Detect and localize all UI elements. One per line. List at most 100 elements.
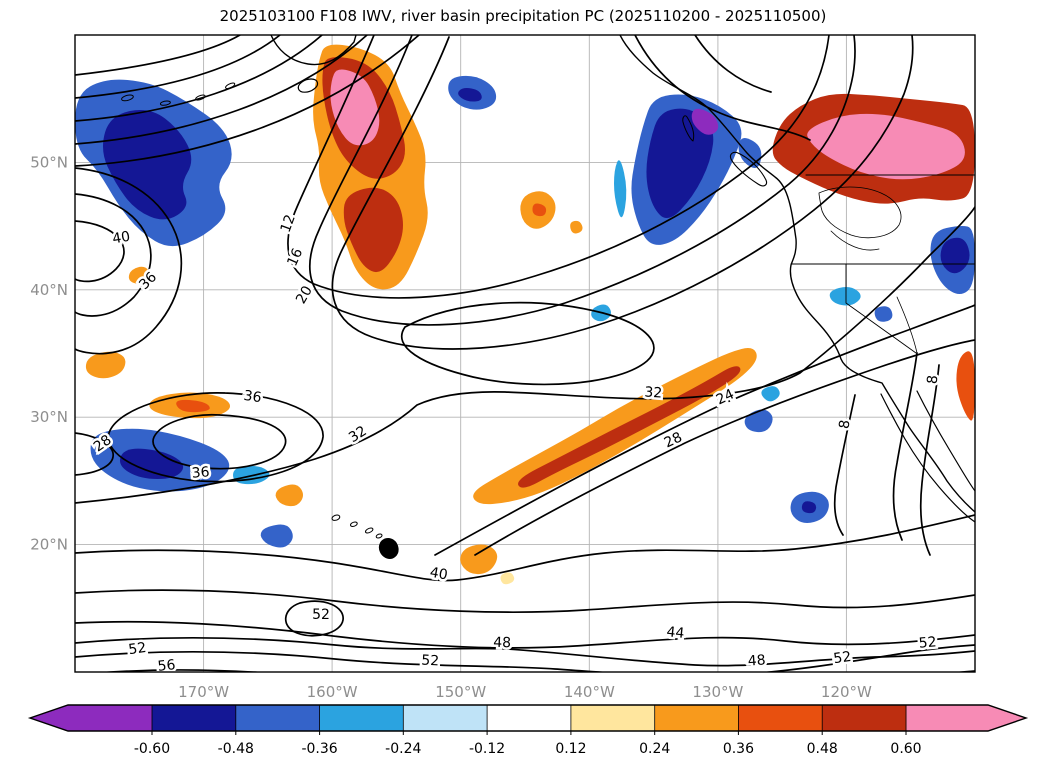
shaded-region-blue [874, 306, 893, 322]
x-tick-label: 160°W [307, 683, 358, 701]
coastline-path [375, 533, 383, 539]
colorbar-over-arrow [906, 705, 1026, 731]
coastline-path [818, 186, 902, 239]
contour-line [75, 35, 281, 99]
x-axis-tick-labels: 170°W 160°W 150°W 140°W 130°W 120°W [178, 683, 872, 701]
shaded-region-cyan [614, 160, 627, 218]
contour-line [400, 301, 655, 386]
shaded-region-blue [744, 409, 773, 433]
shaded-region-orange [570, 220, 583, 234]
shaded-region-red [532, 203, 547, 217]
shaded-region-navy [646, 108, 714, 219]
colorbar-segment [319, 705, 404, 731]
colorbar-tick-label: 0.36 [723, 741, 754, 757]
colorbar-tick-label: -0.36 [301, 741, 337, 757]
colorbar-segment [235, 705, 321, 731]
colorbar-tick-label: 0.48 [807, 741, 838, 757]
contour-label: 52 [833, 649, 853, 667]
contour-line [75, 35, 368, 145]
contour-label: 40 [111, 229, 131, 248]
coastline-path [619, 35, 975, 513]
colorbar-segment [403, 705, 488, 731]
shaded-region-navy [458, 88, 482, 102]
contour-line [152, 413, 287, 470]
contour-label: 20 [293, 283, 316, 306]
contour-line [287, 35, 830, 299]
shaded-region-orange [460, 544, 498, 575]
contour-label: 48 [747, 652, 766, 669]
island-landmass [378, 538, 399, 559]
contour-label: 52 [421, 653, 440, 670]
contour-label: 52 [918, 634, 937, 651]
colorbar-segment [654, 705, 739, 731]
contour-line [892, 352, 918, 541]
contour-label: 40 [429, 565, 449, 584]
contour-line [75, 35, 323, 122]
shaded-region-pink [807, 113, 965, 180]
contour-label: 48 [493, 635, 511, 652]
contour-line [919, 364, 940, 556]
shaded-region-purple [691, 108, 719, 135]
coastline-path [350, 521, 358, 527]
shaded-region-yellow [500, 572, 515, 585]
colorbar-outline [27, 704, 1029, 732]
shaded-region-orange [275, 484, 303, 507]
contour-line [694, 35, 772, 93]
contour-line [75, 644, 975, 672]
contour-line [99, 669, 975, 672]
y-tick-label: 50°N [30, 153, 68, 171]
contour-label: 52 [312, 607, 330, 623]
contour-line [75, 220, 125, 283]
precip-pc-shading [75, 44, 975, 585]
contour-label: 36 [191, 464, 210, 481]
shaded-region-cyan [761, 386, 780, 402]
contour-line [75, 620, 975, 649]
shaded-region-darkred [343, 187, 403, 273]
shaded-region-darkred [518, 366, 741, 488]
contour-line [434, 304, 975, 556]
coastline-path [331, 514, 341, 521]
coastlines [121, 35, 975, 559]
contour-label: 44 [666, 624, 685, 642]
shaded-region-orange [85, 351, 126, 379]
colorbar-tick-label: -0.24 [385, 741, 421, 757]
y-tick-label: 20°N [30, 536, 68, 554]
colorbar-tick-label: -0.60 [134, 741, 170, 757]
x-tick-label: 150°W [435, 683, 486, 701]
shaded-region-red [176, 399, 210, 413]
shaded-region-navy [801, 501, 817, 514]
coastline-path [880, 393, 975, 523]
shaded-region-cyan [829, 286, 861, 306]
colorbar-segment [570, 705, 656, 731]
coastline-path [916, 390, 975, 492]
colorbar: -0.60 -0.48 -0.36 -0.24 -0.12 0.12 0.24 0.36 0.4… [27, 704, 1029, 757]
contour-label: 8 [925, 375, 942, 385]
coastline-path [159, 100, 171, 106]
figure-title: 2025103100 F108 IWV, river basin precipi… [220, 7, 827, 25]
contour-line [75, 35, 420, 167]
colorbar-tick-label: 0.12 [555, 741, 586, 757]
coastline-path [896, 296, 918, 354]
coastline-path [682, 115, 695, 142]
colorbar-segment [152, 705, 237, 731]
contour-line [75, 432, 114, 476]
colorbar-tick-label: 0.60 [890, 741, 921, 757]
shaded-region-orange [473, 348, 757, 505]
coastline-path [830, 230, 880, 251]
colorbar-tick-label: -0.12 [469, 741, 505, 757]
contour-line [75, 167, 183, 355]
contour-line [75, 35, 241, 76]
contour-line [331, 35, 914, 350]
coastline-path [729, 151, 768, 187]
contour-line [107, 392, 324, 483]
coastline-path [195, 94, 206, 101]
contour-label: 36 [243, 388, 263, 406]
contour-label: 56 [157, 657, 176, 675]
shaded-region-red [956, 351, 975, 421]
coastline-path [121, 94, 134, 102]
x-tick-label: 130°W [692, 683, 743, 701]
contour-line [75, 206, 975, 504]
